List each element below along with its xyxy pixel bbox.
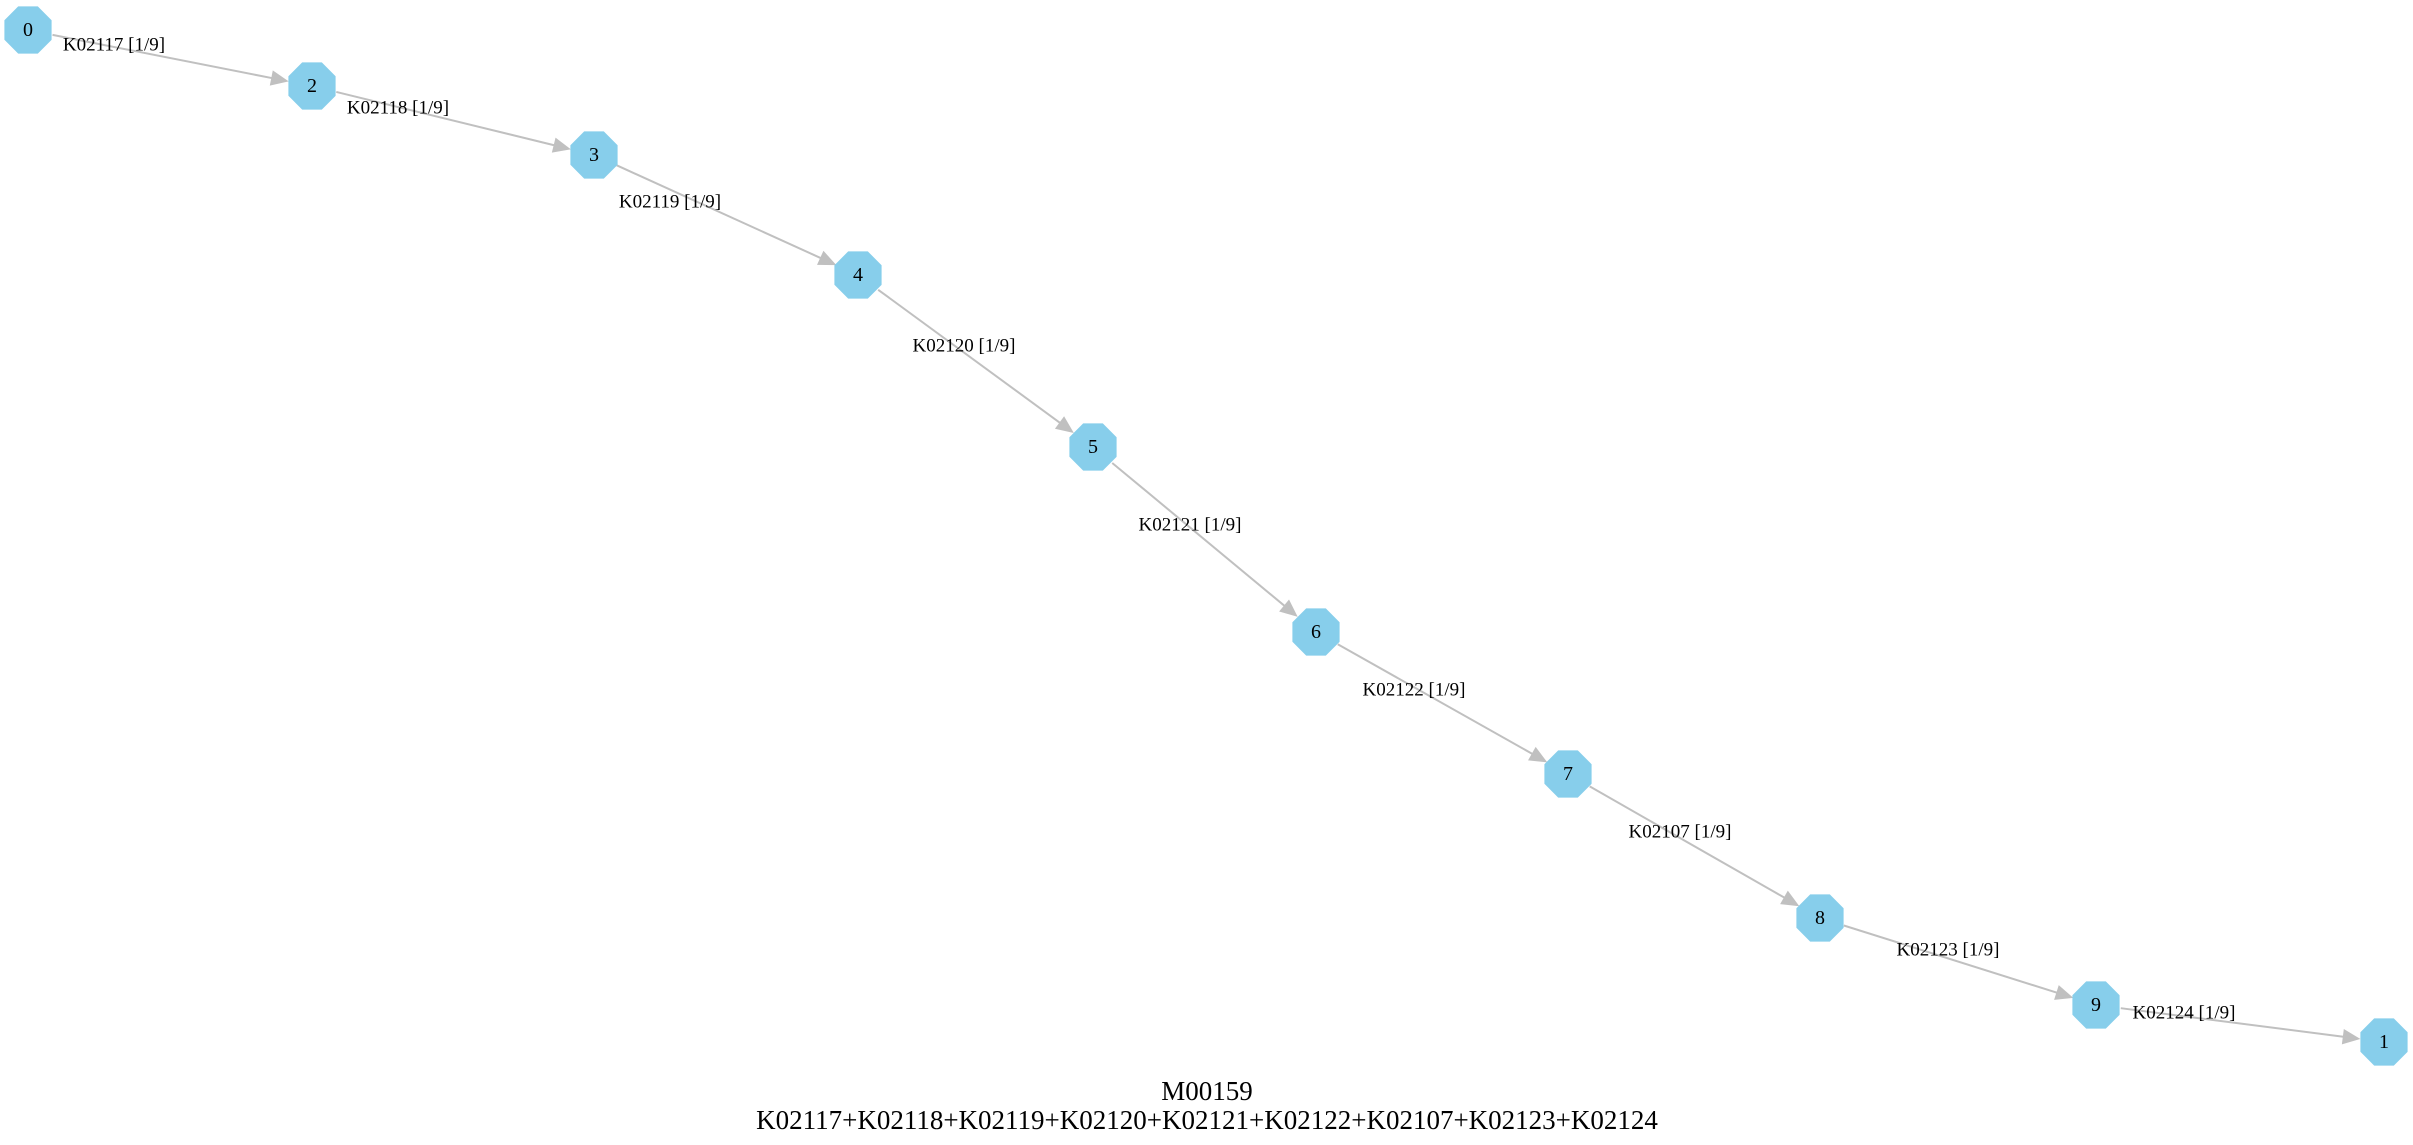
arrowhead-icon <box>1528 746 1548 763</box>
edge-5-6: K02121 [1/9] <box>1111 462 1298 617</box>
edge-line <box>336 90 555 147</box>
diagram-subtitle: K02117+K02118+K02119+K02120+K02121+K0212… <box>756 1105 1658 1135</box>
node-label: 5 <box>1088 436 1098 458</box>
node-label: 8 <box>1815 907 1825 929</box>
node-5: 5 <box>1069 423 1117 471</box>
arrowhead-icon <box>1780 890 1800 907</box>
octagon-node-shape <box>288 62 336 110</box>
edge-label: K02124 [1/9] <box>2133 1003 2236 1024</box>
node-4: 4 <box>834 251 882 299</box>
octagon-node-shape <box>1069 423 1117 471</box>
edge-label: K02107 [1/9] <box>1629 822 1732 843</box>
edge-line <box>2120 1007 2344 1038</box>
node-label: 7 <box>1563 763 1573 785</box>
edge-8-9: K02123 [1/9] <box>1843 924 2074 1000</box>
edge-label: K02122 [1/9] <box>1363 680 1466 701</box>
octagon-node-shape <box>834 251 882 299</box>
diagram-title: M00159 <box>1161 1076 1253 1106</box>
edge-line <box>1111 462 1286 607</box>
edge-line <box>1843 924 2058 994</box>
node-0: 0 <box>4 6 52 54</box>
edge-line <box>52 33 272 80</box>
node-2: 2 <box>288 62 336 110</box>
node-3: 3 <box>570 131 618 179</box>
edge-4-5: K02120 [1/9] <box>877 288 1074 433</box>
arrowhead-icon <box>2054 985 2074 1000</box>
edge-line <box>1337 643 1533 755</box>
edge-9-1: K02124 [1/9] <box>2120 1003 2361 1045</box>
node-label: 6 <box>1311 621 1321 643</box>
edge-6-7: K02122 [1/9] <box>1337 643 1548 763</box>
edge-line <box>1589 785 1785 899</box>
node-9: 9 <box>2072 981 2120 1029</box>
edge-label: K02123 [1/9] <box>1897 940 2000 961</box>
edge-label: K02117 [1/9] <box>63 35 165 56</box>
node-label: 0 <box>23 19 33 41</box>
arrowhead-icon <box>1279 599 1298 617</box>
octagon-node-shape <box>1292 608 1340 656</box>
edge-2-3: K02118 [1/9] <box>336 90 571 153</box>
edge-0-2: K02117 [1/9] <box>52 33 289 86</box>
arrowhead-icon <box>2341 1029 2361 1045</box>
edge-line <box>616 164 822 259</box>
edge-label: K02120 [1/9] <box>913 336 1016 357</box>
edges-layer: K02117 [1/9] K02118 [1/9] K02119 [1/9] K021… <box>52 33 2361 1045</box>
edge-line <box>877 288 1061 424</box>
arrowhead-icon <box>269 70 289 86</box>
arrowhead-icon <box>817 250 837 266</box>
edge-label: K02119 [1/9] <box>619 192 721 213</box>
edge-label: K02118 [1/9] <box>347 98 449 119</box>
edge-3-4: K02119 [1/9] <box>616 164 837 266</box>
node-1: 1 <box>2360 1018 2408 1066</box>
nodes-layer: 0 2 3 4 5 6 7 8 9 1 <box>4 6 2408 1066</box>
arrowhead-icon <box>1054 416 1074 433</box>
node-7: 7 <box>1544 750 1592 798</box>
octagon-node-shape <box>2072 981 2120 1029</box>
edge-label: K02121 [1/9] <box>1139 515 1242 536</box>
arrowhead-icon <box>551 137 571 153</box>
node-label: 9 <box>2091 994 2101 1016</box>
node-8: 8 <box>1796 894 1844 942</box>
node-label: 1 <box>2379 1031 2389 1053</box>
octagon-node-shape <box>4 6 52 54</box>
node-label: 3 <box>589 144 599 166</box>
edge-7-8: K02107 [1/9] <box>1589 785 1800 907</box>
node-6: 6 <box>1292 608 1340 656</box>
octagon-node-shape <box>1796 894 1844 942</box>
node-label: 2 <box>307 75 317 97</box>
octagon-node-shape <box>570 131 618 179</box>
node-label: 4 <box>853 264 863 286</box>
octagon-node-shape <box>1544 750 1592 798</box>
octagon-node-shape <box>2360 1018 2408 1066</box>
